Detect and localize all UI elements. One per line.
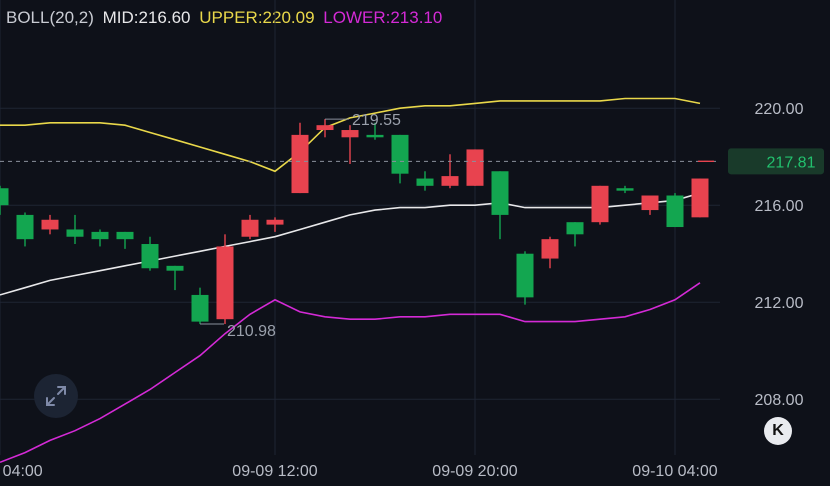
candle-body [0,188,9,206]
candle-body [641,195,659,211]
candle-body [191,294,209,322]
candle-body [541,239,559,259]
candle-body [216,246,234,320]
candle[interactable] [141,236,159,271]
candle-body [366,134,384,138]
legend-indicator: BOLL(20,2) [6,8,94,27]
candle[interactable] [116,231,134,249]
candle[interactable] [266,217,284,232]
bollinger-legend: BOLL(20,2) MID:216.60 UPPER:220.09 LOWER… [6,8,446,28]
candle[interactable] [216,234,234,325]
candle[interactable] [316,119,334,138]
candle[interactable] [91,229,109,247]
expand-button[interactable] [34,374,78,418]
candle[interactable] [0,185,9,215]
candle-body [416,178,434,186]
low-marker-label: 210.98 [227,323,276,340]
candle-body [491,171,509,215]
candle[interactable] [491,171,509,240]
candle-body [291,134,309,194]
candle[interactable] [166,265,184,291]
candle[interactable] [566,222,584,247]
k-button[interactable]: K [764,417,792,445]
candle-body [16,214,34,240]
candle[interactable] [191,287,209,325]
candle[interactable] [16,212,34,247]
candle-body [666,195,684,228]
candle[interactable] [241,214,259,240]
y-tick-label: 212.00 [755,295,804,312]
candle-body [166,265,184,271]
candles[interactable] [0,119,709,325]
candle-body [466,149,484,186]
annotations: 217.81 219.55 210.98 [0,112,824,340]
candle-body [566,222,584,235]
legend-upper: UPPER:220.09 [199,8,315,27]
x-tick-label: 09-09 12:00 [232,463,318,480]
candle-body [391,134,409,174]
candle-body [341,130,359,138]
candle-body [516,253,534,298]
candle[interactable] [516,251,534,305]
k-button-label: K [772,422,784,439]
candle-body [591,185,609,223]
y-tick-label: 216.00 [755,198,804,215]
high-marker-label: 219.55 [352,112,401,129]
x-axis: 09-09 04:00 09-09 12:00 09-09 20:00 09-10 0… [0,463,718,480]
candle[interactable] [541,236,559,269]
candle[interactable] [391,134,409,184]
x-tick-label: 09-09 20:00 [432,463,518,480]
legend-mid: MID:216.60 [102,8,191,27]
last-price-tag [728,148,824,175]
candle[interactable] [416,171,434,191]
line-upper [0,97,701,173]
candle-body [91,231,109,240]
candle-body [616,188,634,191]
x-tick-label: 09-09 04:00 [0,463,43,480]
candle[interactable] [366,122,384,140]
candle-body [266,219,284,225]
candle-body [241,219,259,237]
candle-body [141,244,159,269]
candle[interactable] [641,195,659,215]
candle-body [691,178,709,218]
candle[interactable] [341,125,359,164]
y-tick-label: 208.00 [755,392,804,409]
candle[interactable] [291,122,309,194]
candle-body [66,229,84,237]
bollinger-lines [0,97,701,464]
candle-body [316,125,334,131]
candle[interactable] [691,178,709,218]
line-lower [0,282,701,464]
candle[interactable] [41,214,59,235]
legend-lower: LOWER:213.10 [323,8,443,27]
candle[interactable] [466,149,484,186]
last-price-label: 217.81 [767,154,816,171]
candle-body [116,231,134,240]
x-tick-label: 09-10 04:00 [632,463,718,480]
line-mid [0,192,701,296]
candle[interactable] [66,214,84,245]
candle-body [441,176,459,186]
candle[interactable] [666,193,684,228]
expand-arrows-icon [46,386,66,406]
candle[interactable] [591,185,609,225]
candle[interactable] [441,154,459,189]
candle[interactable] [616,185,634,194]
candle-body [41,219,59,230]
y-tick-label: 220.00 [755,101,804,118]
